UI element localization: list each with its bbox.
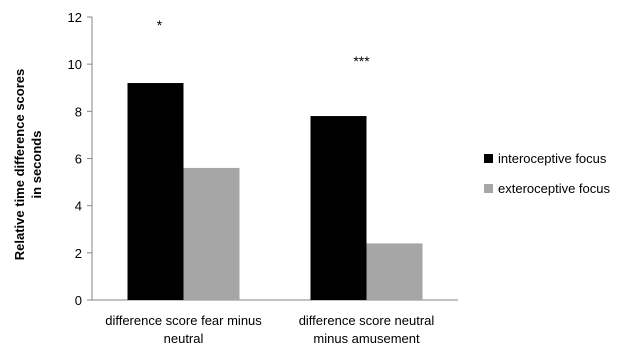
x-category-label-line: difference score fear minus [105, 313, 262, 328]
significance-annotation: * [157, 17, 163, 33]
y-tick-label: 12 [68, 10, 82, 25]
x-category-label: difference score fear minus neutral [105, 313, 262, 346]
legend-label: interoceptive focus [498, 151, 607, 166]
y-axis-title: Relative time difference scores in second… [12, 69, 44, 260]
x-category-label-line: neutral [164, 331, 204, 346]
legend-swatch [484, 154, 493, 163]
legend-label: exteroceptive focus [498, 181, 611, 196]
significance-annotations: **** [157, 17, 370, 69]
y-tick-label: 8 [75, 104, 82, 119]
x-category-label: difference score neutral minus amusement [299, 313, 435, 346]
y-axis-label: Relative time difference scores in second… [12, 69, 44, 260]
bar-exteroceptive-focus [366, 243, 423, 300]
significance-annotation: *** [353, 53, 370, 69]
y-tick-label: 2 [75, 246, 82, 261]
bar-interoceptive-focus [310, 116, 367, 300]
x-axis-category-labels: difference score fear minus neutraldiffer… [105, 313, 434, 346]
legend-swatch [484, 184, 493, 193]
bar-exteroceptive-focus [183, 167, 240, 300]
y-tick-label: 10 [68, 57, 82, 72]
y-tick-label: 0 [75, 293, 82, 308]
y-tick-label: 6 [75, 152, 82, 167]
y-axis-label-line: in seconds [29, 131, 44, 199]
y-tick-label: 4 [75, 199, 82, 214]
y-axis-ticks: 0 2 4 6 8 10 12 [68, 10, 92, 308]
x-category-label-line: difference score neutral [299, 313, 435, 328]
bar-interoceptive-focus [127, 83, 184, 301]
x-category-label-line: minus amusement [313, 331, 420, 346]
y-axis-label-line: Relative time difference scores [12, 69, 27, 260]
legend: interoceptive focus exteroceptive focus [484, 151, 611, 196]
bars-group [127, 83, 423, 301]
